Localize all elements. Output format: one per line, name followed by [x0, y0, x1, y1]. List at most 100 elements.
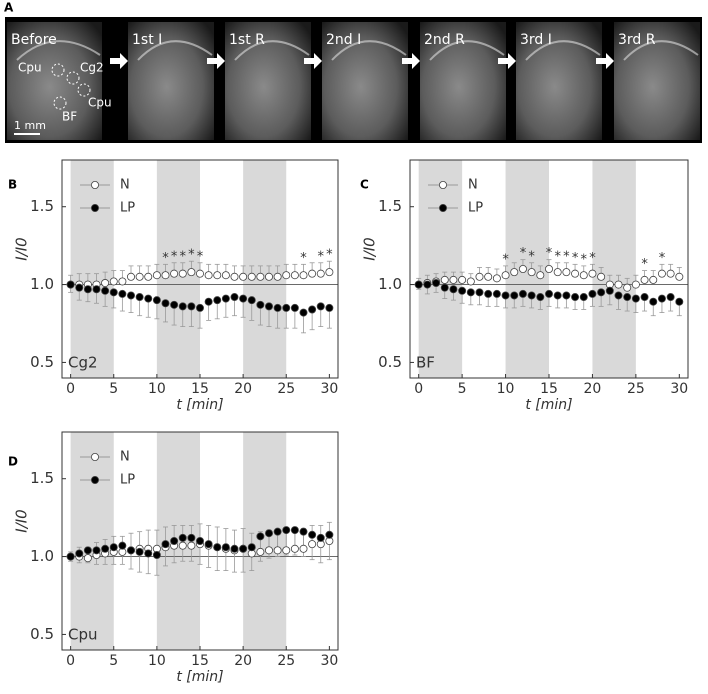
- x-tick-label: 25: [277, 381, 295, 397]
- y-axis-label: I/I0: [361, 237, 379, 260]
- significance-star: *: [162, 251, 169, 266]
- x-tick-label: 15: [191, 653, 209, 669]
- data-point: [579, 293, 588, 302]
- tissue-arc: [623, 40, 699, 61]
- significance-star: *: [546, 246, 553, 261]
- tissue-arc: [137, 40, 213, 61]
- legend-marker: [91, 475, 100, 484]
- data-point: [118, 289, 127, 298]
- arrow: [207, 53, 225, 69]
- y-tick-label: 1.0: [378, 275, 402, 293]
- data-point: [256, 300, 265, 309]
- data-point: [256, 532, 265, 541]
- data-point: [423, 280, 432, 289]
- data-point: [308, 305, 317, 314]
- data-point: [83, 285, 92, 294]
- data-point: [170, 300, 179, 309]
- data-point: [588, 289, 597, 298]
- data-point: [640, 293, 649, 302]
- legend-marker: [91, 452, 100, 461]
- data-point: [466, 288, 475, 297]
- data-point: [623, 293, 632, 302]
- region-label: BF: [416, 354, 435, 372]
- significance-star: *: [326, 248, 333, 263]
- data-point: [527, 291, 536, 300]
- data-point: [631, 294, 640, 303]
- x-axis-label: t [min]: [525, 397, 572, 413]
- data-point: [571, 293, 580, 302]
- data-point: [308, 540, 317, 549]
- data-point: [614, 280, 623, 289]
- data-point: [264, 546, 273, 555]
- frame-label: Before: [11, 32, 57, 48]
- x-tick-label: 10: [148, 653, 166, 669]
- data-point: [675, 297, 684, 306]
- data-point: [161, 540, 170, 549]
- panel-label: D: [8, 455, 18, 469]
- x-tick-label: 10: [497, 381, 515, 397]
- region-label: BF: [62, 110, 77, 124]
- data-point: [178, 541, 187, 550]
- stimulation-band: [243, 432, 287, 650]
- data-point: [204, 540, 213, 549]
- arrow: [596, 53, 614, 69]
- data-point: [299, 544, 308, 553]
- data-point: [256, 547, 265, 556]
- stimulation-band: [70, 432, 114, 650]
- region-label: Cpu: [18, 61, 42, 75]
- region-label: Cpu: [88, 96, 112, 110]
- x-tick-label: 5: [109, 653, 118, 669]
- data-point: [152, 296, 161, 305]
- x-tick-label: 20: [234, 381, 252, 397]
- region-roi: [66, 71, 80, 85]
- significance-star: *: [171, 249, 178, 264]
- y-tick-label: 0.5: [30, 353, 54, 371]
- data-point: [118, 277, 127, 286]
- data-point: [449, 285, 458, 294]
- data-point: [135, 547, 144, 556]
- data-point: [178, 269, 187, 278]
- significance-star: *: [188, 248, 195, 263]
- significance-star: *: [641, 257, 648, 272]
- y-tick-label: 0.5: [378, 353, 402, 371]
- x-axis-label: t [min]: [176, 397, 223, 413]
- region-label: Cpu: [68, 626, 98, 644]
- significance-star: *: [528, 249, 535, 264]
- data-point: [101, 544, 110, 553]
- data-point: [152, 551, 161, 560]
- arrow: [304, 53, 322, 69]
- data-point: [247, 543, 256, 552]
- arrow: [498, 53, 516, 69]
- data-point: [623, 283, 632, 292]
- data-point: [666, 293, 675, 302]
- data-point: [299, 271, 308, 280]
- data-point: [316, 269, 325, 278]
- significance-star: *: [572, 251, 579, 266]
- data-point: [657, 269, 666, 278]
- legend-marker: [438, 203, 447, 212]
- legend-marker: [91, 180, 100, 189]
- data-point: [282, 303, 291, 312]
- data-point: [144, 294, 153, 303]
- data-point: [221, 294, 230, 303]
- data-point: [290, 526, 299, 535]
- data-point: [440, 283, 449, 292]
- data-point: [518, 264, 527, 273]
- y-tick-label: 1.5: [378, 197, 402, 215]
- data-point: [440, 275, 449, 284]
- data-point: [299, 527, 308, 536]
- frame-label: 1st R: [229, 32, 265, 48]
- data-point: [414, 280, 423, 289]
- data-point: [144, 272, 153, 281]
- data-point: [256, 272, 265, 281]
- data-point: [325, 303, 334, 312]
- x-tick-label: 0: [414, 381, 423, 397]
- y-tick-label: 0.5: [30, 625, 54, 643]
- y-tick-label: 1.5: [30, 197, 54, 215]
- data-point: [118, 541, 127, 550]
- data-point: [213, 271, 222, 280]
- data-point: [631, 280, 640, 289]
- stimulation-band: [592, 160, 636, 378]
- data-point: [657, 294, 666, 303]
- data-point: [109, 288, 118, 297]
